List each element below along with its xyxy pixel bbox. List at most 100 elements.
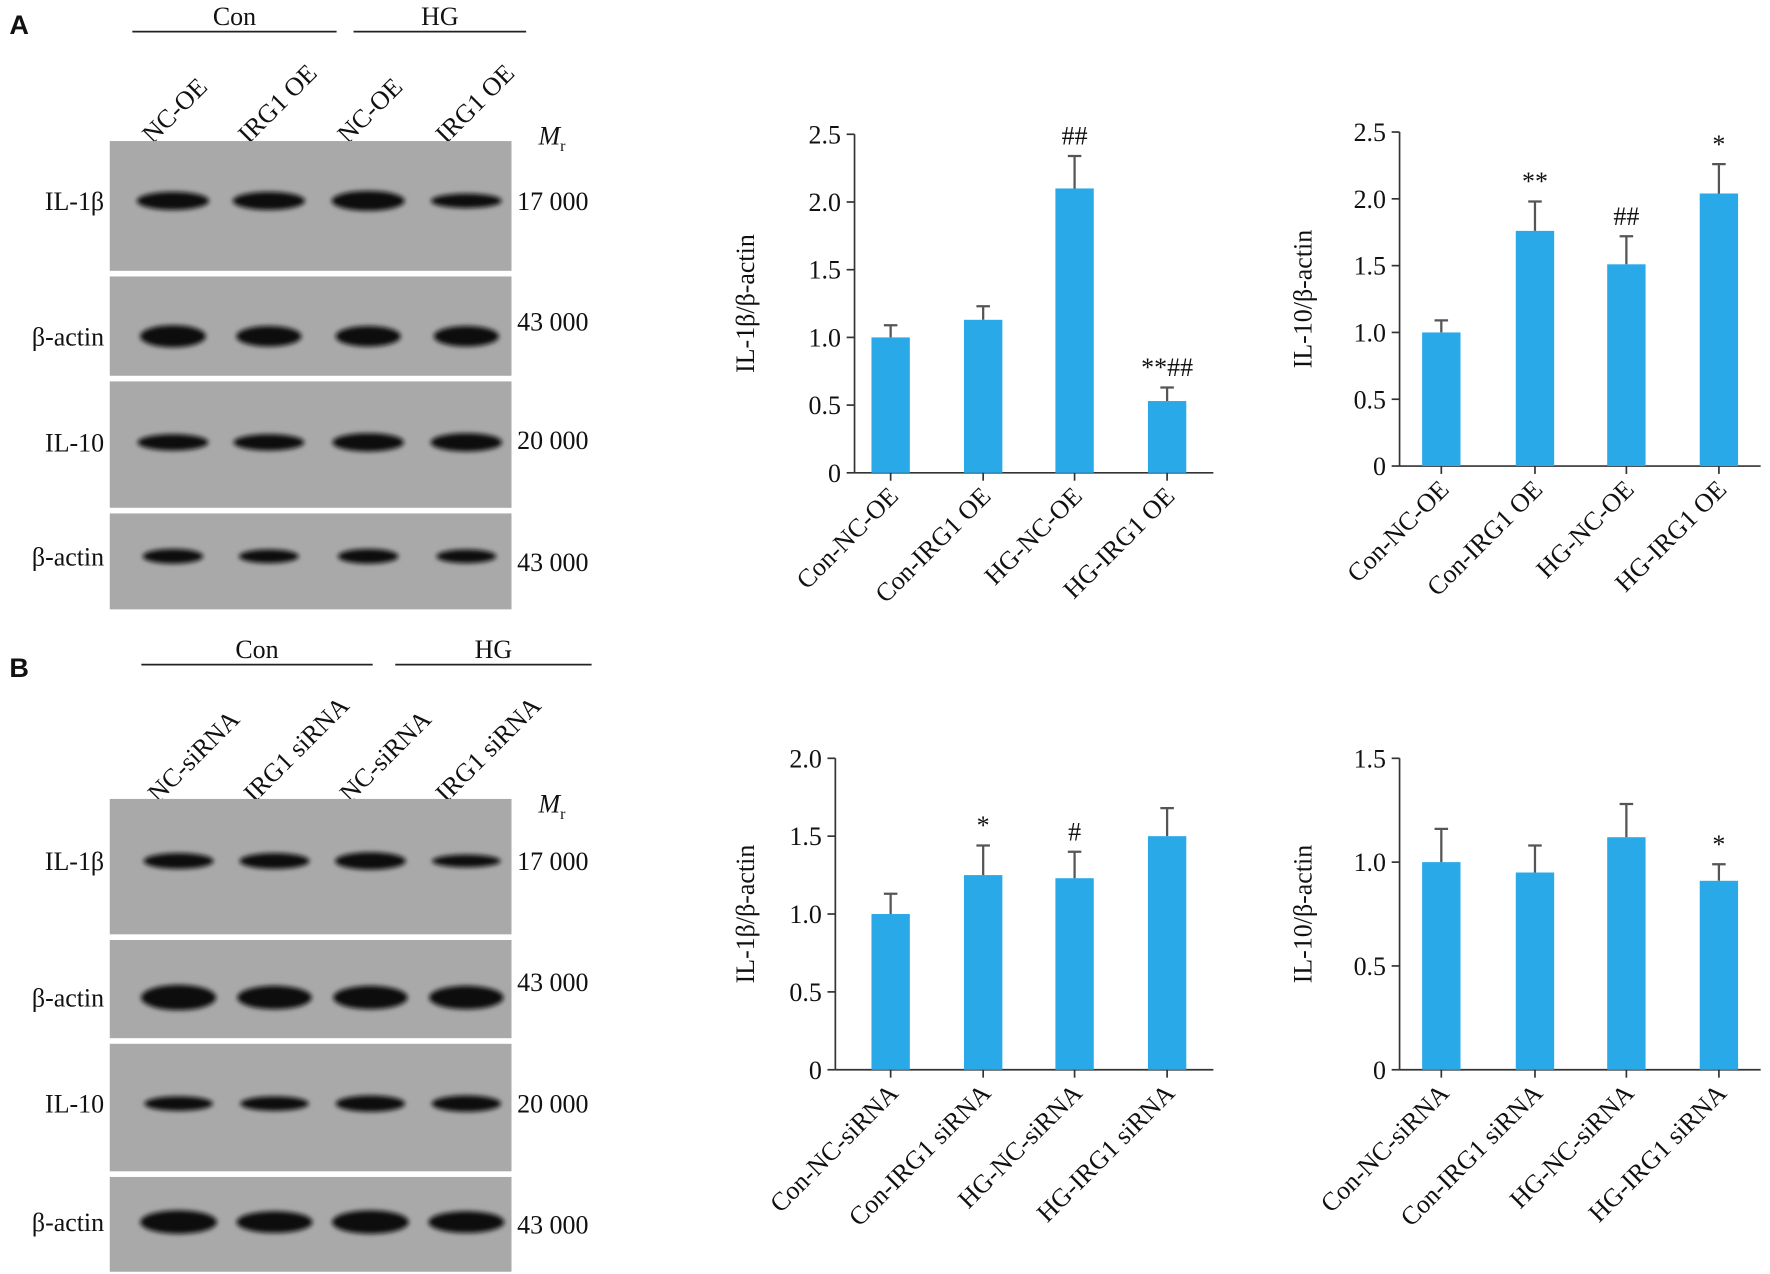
band bbox=[240, 1096, 309, 1111]
y-tick-label: 2.0 bbox=[809, 188, 841, 217]
band bbox=[142, 548, 204, 564]
lane-label: NC-siRNA bbox=[142, 704, 245, 807]
error-bar bbox=[1160, 807, 1174, 837]
mr-symbol: M bbox=[538, 121, 562, 150]
y-tick-label: 1.0 bbox=[789, 900, 821, 929]
significance: ## bbox=[1613, 202, 1639, 231]
row-label: IL-10 bbox=[45, 428, 104, 457]
mr-value: 43 000 bbox=[517, 968, 588, 997]
y-tick-label: 1.5 bbox=[789, 822, 821, 851]
error-bar bbox=[976, 305, 990, 320]
band bbox=[332, 1210, 409, 1234]
y-tick-label: 0.5 bbox=[809, 391, 841, 420]
bar bbox=[1699, 880, 1739, 1070]
y-axis-label: IL-1β/β-actin bbox=[731, 234, 760, 373]
significance: * bbox=[977, 811, 990, 840]
bar bbox=[1515, 872, 1555, 1070]
y-tick-label: 1.0 bbox=[1354, 318, 1386, 347]
y-axis-label: IL-10/β-actin bbox=[1289, 845, 1318, 984]
band bbox=[430, 433, 503, 452]
lane-label: IRG1 OE bbox=[430, 58, 520, 148]
band bbox=[335, 852, 406, 870]
y-tick-label: 0.5 bbox=[1354, 385, 1386, 414]
y-tick-label: 0 bbox=[828, 459, 841, 488]
group-label: HG bbox=[421, 2, 458, 31]
error-bar bbox=[1619, 235, 1634, 265]
band bbox=[136, 191, 210, 210]
band bbox=[433, 326, 499, 347]
mr-subscript: r bbox=[560, 138, 566, 155]
row-label: β-actin bbox=[32, 542, 104, 571]
band bbox=[141, 984, 217, 1011]
y-tick-label: 2.0 bbox=[789, 744, 821, 773]
mr-label: Mr bbox=[538, 121, 567, 155]
significance: * bbox=[1712, 830, 1725, 859]
lane-label: NC-siRNA bbox=[334, 704, 437, 807]
row-label: IL-1β bbox=[45, 847, 104, 876]
y-axis-label: IL-10/β-actin bbox=[1289, 230, 1318, 369]
bar bbox=[871, 914, 910, 1070]
y-tick-label: 1.5 bbox=[809, 256, 841, 285]
row-label: IL-10 bbox=[45, 1090, 104, 1119]
significance: **## bbox=[1141, 353, 1193, 382]
error-bar bbox=[1528, 844, 1542, 873]
error-bar bbox=[883, 892, 898, 915]
lane-label: NC-OE bbox=[136, 72, 213, 149]
mr-value: 17 000 bbox=[517, 187, 588, 216]
group-label: Con bbox=[213, 2, 256, 31]
band bbox=[436, 549, 497, 564]
row-label: β-actin bbox=[32, 322, 104, 351]
y-axis-label: IL-1β/β-actin bbox=[731, 845, 760, 984]
significance: # bbox=[1068, 817, 1081, 846]
significance: * bbox=[1712, 130, 1725, 159]
band bbox=[335, 1095, 406, 1112]
lane-label: NC-OE bbox=[332, 72, 409, 149]
error-bar bbox=[1160, 386, 1174, 402]
band bbox=[337, 548, 399, 564]
error-bar bbox=[1528, 200, 1542, 231]
group-label: HG bbox=[475, 635, 512, 664]
band bbox=[233, 434, 305, 451]
error-bar bbox=[1434, 827, 1449, 863]
band bbox=[232, 191, 305, 210]
y-tick-label: 0 bbox=[809, 1056, 822, 1085]
error-bar bbox=[1067, 850, 1082, 879]
bar bbox=[963, 875, 1003, 1070]
error-bar bbox=[1067, 154, 1082, 189]
bar bbox=[963, 319, 1003, 473]
y-tick-label: 2.5 bbox=[809, 120, 841, 149]
band bbox=[237, 985, 312, 1010]
mr-label: Mr bbox=[538, 789, 567, 823]
bar bbox=[1515, 230, 1555, 467]
bar bbox=[1055, 878, 1094, 1070]
y-tick-label: 0 bbox=[1373, 452, 1386, 481]
bar bbox=[1422, 862, 1461, 1070]
band bbox=[431, 1095, 501, 1112]
row-label: β-actin bbox=[32, 1208, 104, 1237]
bar bbox=[871, 337, 910, 473]
y-tick-label: 1.5 bbox=[1354, 252, 1386, 281]
bar bbox=[1607, 264, 1646, 467]
bar bbox=[1147, 836, 1187, 1070]
significance: ** bbox=[1522, 167, 1548, 196]
panel-letter: B bbox=[9, 652, 29, 683]
band bbox=[238, 549, 299, 564]
band bbox=[236, 1211, 313, 1233]
y-tick-label: 1.5 bbox=[1354, 744, 1386, 773]
band bbox=[137, 434, 209, 451]
row-label: β-actin bbox=[32, 984, 104, 1013]
error-bar bbox=[1434, 319, 1449, 333]
band bbox=[239, 853, 310, 869]
y-tick-label: 1.0 bbox=[809, 323, 841, 352]
error-bar bbox=[976, 844, 990, 876]
row-label: IL-1β bbox=[45, 187, 104, 216]
lane-label: IRG1 OE bbox=[232, 58, 322, 148]
band bbox=[429, 985, 504, 1010]
y-tick-label: 0.5 bbox=[1354, 952, 1386, 981]
band bbox=[430, 193, 502, 209]
band bbox=[428, 1211, 505, 1233]
significance: ## bbox=[1062, 122, 1088, 151]
y-tick-label: 2.5 bbox=[1354, 118, 1386, 147]
bar bbox=[1055, 188, 1094, 473]
